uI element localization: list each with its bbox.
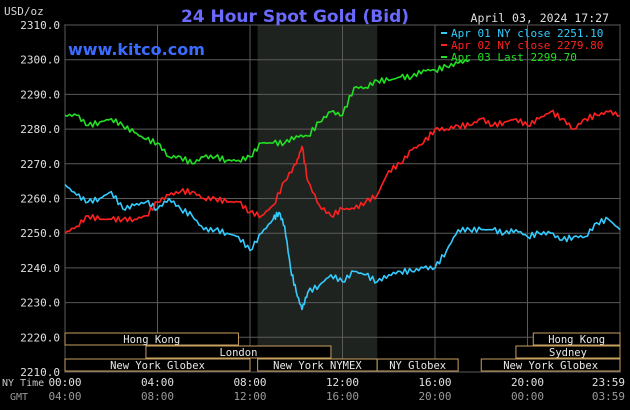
session-box (64, 332, 239, 346)
session-label: New York Globex (503, 360, 598, 372)
y-tick-label: 2260.0 (20, 193, 60, 206)
ny-time-tick: 23:59 (592, 376, 625, 389)
ny-time-tick: 12:00 (326, 376, 359, 389)
session-box (145, 345, 332, 359)
timestamp: April 03, 2024 17:27 (471, 11, 610, 25)
session-box (480, 358, 621, 372)
y-tick-label: 2220.0 (20, 331, 60, 344)
gmt-time-tick: 20:00 (418, 390, 451, 403)
gmt-time-tick: 12:00 (233, 390, 266, 403)
series-line-2 (64, 109, 621, 234)
ny-time-axis-label: NY Time (2, 378, 44, 389)
session-box (376, 358, 459, 372)
session-label: New York NYMEX (273, 360, 362, 372)
grid (64, 24, 621, 373)
y-tick-label: 2290.0 (20, 88, 60, 101)
y-axis: 2310.0 2300.0 2290.0 2280.0 2270.0 2260.0 2250… (20, 19, 60, 379)
ny-time-tick: 00:00 (48, 376, 81, 389)
session-label: Hong Kong (123, 334, 180, 346)
session-label: Hong Kong (548, 334, 605, 346)
y-tick-label: 2310.0 (20, 19, 60, 32)
series-line-3 (64, 59, 471, 165)
y-tick-label: 2230.0 (20, 297, 60, 310)
gmt-time-tick: 03:59 (592, 390, 625, 403)
ny-time-tick: 20:00 (511, 376, 544, 389)
series-line-1 (64, 184, 621, 311)
session-box (64, 358, 251, 372)
legend-entry: Apr 01 NY close 2251.10 (451, 27, 603, 40)
chart-title: 24 Hour Spot Gold (Bid) (181, 7, 409, 27)
session-label: Sydney (549, 347, 587, 359)
y-tick-label: 2300.0 (20, 54, 60, 67)
legend-entry: Apr 03 Last 2299.70 (451, 51, 577, 64)
y-tick-label: 2250.0 (20, 227, 60, 240)
gmt-time-tick: 04:00 (48, 390, 81, 403)
gmt-time-tick: 00:00 (511, 390, 544, 403)
session-label: NY Globex (389, 360, 446, 372)
ny-time-tick: 04:00 (141, 376, 174, 389)
unit-label: USD/oz (4, 5, 44, 18)
session-box (532, 332, 621, 346)
y-tick-label: 2210.0 (20, 366, 60, 379)
x-axis: 00:0004:0004:0008:0008:0012:0012:0016:00… (2, 376, 625, 403)
ny-time-tick: 08:00 (233, 376, 266, 389)
kitco-watermark: www.kitco.com (68, 40, 205, 59)
ny-time-tick: 16:00 (418, 376, 451, 389)
session-label: New York Globex (110, 360, 205, 372)
y-tick-label: 2280.0 (20, 123, 60, 136)
session-box (515, 345, 621, 359)
series-group (64, 59, 621, 311)
gmt-axis-label: GMT (10, 392, 28, 403)
gmt-time-tick: 16:00 (326, 390, 359, 403)
session-label: London (219, 347, 257, 359)
y-tick-label: 2270.0 (20, 158, 60, 171)
gmt-time-tick: 08:00 (141, 390, 174, 403)
legend-entry: Apr 02 NY close 2279.80 (451, 39, 603, 52)
y-tick-label: 2240.0 (20, 262, 60, 275)
